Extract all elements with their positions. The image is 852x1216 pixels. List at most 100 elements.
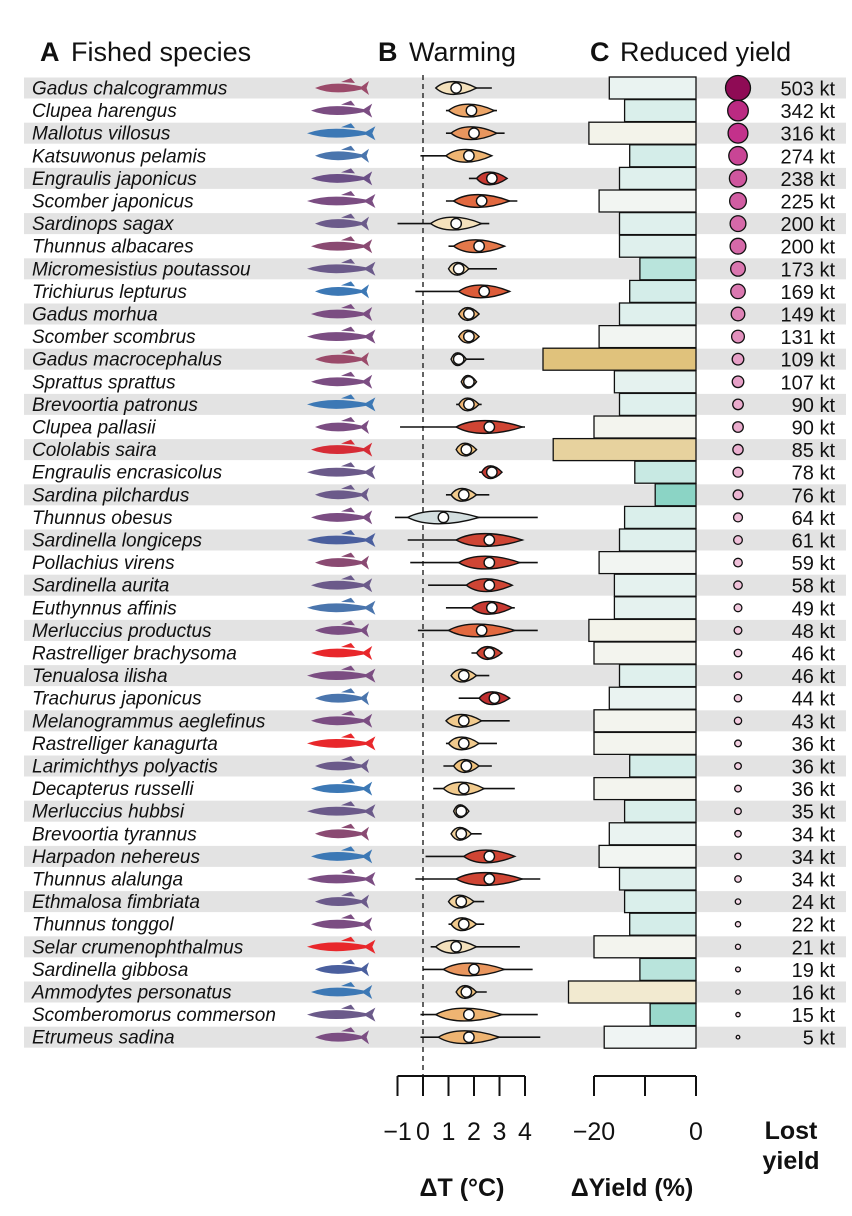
yield-bar: [629, 144, 697, 168]
yield-bar: [623, 505, 697, 530]
yield-bar: [618, 211, 697, 236]
yield-axis-title: ΔYield (%): [571, 1174, 694, 1202]
fish-icon: [315, 756, 369, 773]
warming-tick-label: 2: [467, 1118, 481, 1146]
yield-bar: [608, 822, 697, 846]
lost-yield-title-line2: yield: [763, 1147, 820, 1175]
fish-body: [315, 894, 369, 909]
warming-violin: [445, 736, 497, 751]
yield-bar: [629, 279, 697, 304]
lost-yield-label: 35 kt: [792, 802, 836, 824]
lost-yield-bubble: [732, 398, 744, 411]
warming-violin: [458, 691, 511, 706]
fish-icon: [315, 552, 369, 570]
yield-bar: [593, 709, 697, 733]
violin-median: [455, 827, 468, 840]
fish-body: [311, 374, 373, 389]
violin-median: [450, 940, 463, 953]
fish-body: [307, 397, 376, 412]
fish-fin: [341, 258, 355, 264]
species-label: Micromesistius poutassou: [32, 259, 251, 280]
yield-bar: [613, 596, 697, 620]
lost-yield-bubble: [730, 329, 746, 344]
warming-tick-label: 0: [416, 1118, 430, 1146]
lost-yield-label: 225 kt: [781, 192, 836, 214]
fish-icons: [307, 78, 376, 1045]
lost-yield-label: 49 kt: [792, 598, 836, 620]
fish-icon: [307, 1004, 376, 1022]
fish-fin: [341, 326, 355, 332]
fish-icon: [307, 462, 376, 480]
fish-icon: [307, 394, 376, 412]
yield-bar: [623, 98, 697, 123]
lost-yield-bubble: [729, 237, 747, 255]
warming-violin: [457, 306, 481, 322]
lost-yield-label: 64 kt: [792, 508, 836, 530]
species-label: Brevoortia patronus: [32, 395, 198, 416]
lost-yield-bubble: [733, 693, 743, 703]
fish-fin: [341, 823, 355, 829]
fish-body: [307, 194, 376, 208]
fish-fin: [341, 552, 355, 558]
warming-violin: [448, 917, 485, 932]
fish-body: [315, 1030, 369, 1045]
violin-median: [483, 421, 496, 433]
fish-body: [315, 826, 369, 841]
violin-median: [462, 308, 475, 320]
warming-tick-label: −1: [383, 1118, 412, 1146]
warming-violin: [460, 374, 478, 389]
fish-icon: [311, 100, 373, 118]
fish-body: [315, 691, 369, 706]
fish-fin: [341, 236, 355, 242]
warming-tick-label: 3: [493, 1118, 507, 1146]
lost-yield-bubble: [732, 512, 744, 523]
lost-yield-label: 107 kt: [781, 372, 836, 394]
fish-fin: [341, 281, 355, 287]
warming-violin: [447, 261, 497, 276]
violin-median: [462, 1031, 475, 1044]
fish-body: [315, 420, 369, 434]
warming-violin: [428, 578, 514, 593]
lost-yield-label: 200 kt: [781, 237, 836, 259]
violin-median: [483, 647, 496, 659]
fish-fin: [341, 371, 355, 377]
lost-yield-bubble: [728, 169, 748, 188]
warming-violin: [420, 148, 494, 163]
warming-violin: [457, 329, 481, 344]
fish-body: [311, 510, 373, 525]
violin-median: [488, 692, 501, 705]
lost-yield-bubble: [730, 260, 746, 277]
species-label: Engraulis japonicus: [32, 169, 197, 190]
fish-body: [315, 759, 369, 773]
lost-yield-title-line1: Lost: [765, 1117, 818, 1145]
yield-bar: [593, 731, 697, 756]
lost-yield-label: 19 kt: [792, 960, 836, 982]
yield-bar: [588, 618, 697, 643]
fish-icon: [315, 1027, 369, 1045]
yield-bar: [639, 957, 697, 982]
lost-yield-bubble: [733, 557, 743, 568]
fish-icon: [307, 936, 376, 954]
yield-bar: [552, 437, 697, 462]
lost-yield-bubble: [734, 852, 742, 861]
fish-icon: [311, 643, 373, 660]
yield-bar: [618, 528, 697, 552]
yield-bar: [618, 234, 697, 258]
warming-tick-label: 4: [518, 1118, 532, 1146]
lost-yield-label: 173 kt: [781, 259, 836, 281]
lost-yield-label: 274 kt: [781, 146, 836, 168]
violin-median: [450, 217, 463, 230]
fish-fin: [341, 846, 355, 852]
yield-bar: [618, 867, 697, 891]
fish-icon: [315, 688, 369, 706]
yield-bar: [598, 324, 697, 349]
fish-body: [315, 555, 369, 570]
fish-fin: [341, 462, 355, 468]
lost-yield-bubble: [734, 943, 742, 951]
fish-fin: [341, 801, 355, 807]
fish-fin: [341, 778, 355, 784]
lost-yield-label: 34 kt: [792, 870, 836, 892]
fish-fin: [341, 100, 355, 106]
species-label: Sardinella gibbosa: [32, 960, 188, 981]
